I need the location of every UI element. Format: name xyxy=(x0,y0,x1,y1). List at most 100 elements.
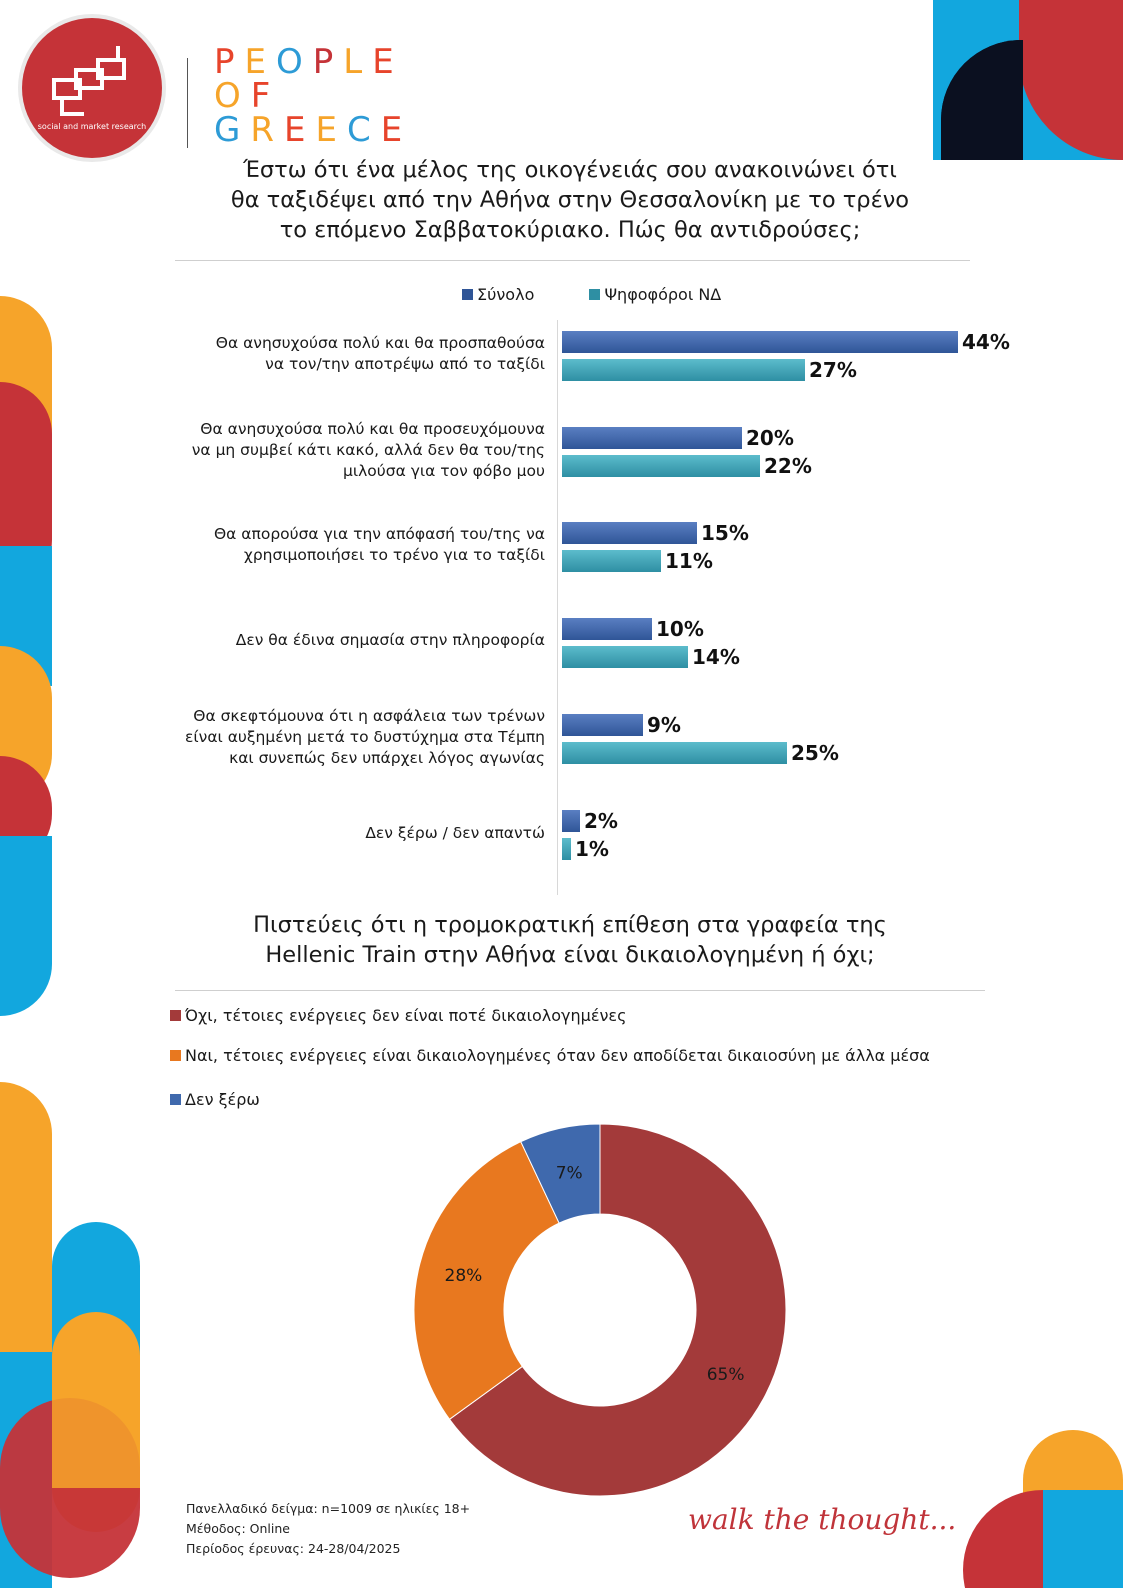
bar-value-label: 2% xyxy=(584,809,618,833)
legend-label-nd: Ψηφοφόροι ΝΔ xyxy=(604,285,722,304)
bar-total xyxy=(562,522,697,544)
brand-wordmark-letter: E xyxy=(283,110,316,150)
bar-category-label-line: μιλούσα για τον φόβο μου xyxy=(343,461,545,480)
left-decoration-upper xyxy=(0,296,52,1016)
brand-wordmark-letter: O xyxy=(214,76,251,116)
bar-nd xyxy=(562,646,688,668)
brand-tagline: walk the thought... xyxy=(688,1503,957,1536)
bar-value-label: 9% xyxy=(647,713,681,737)
bar-category-label: Δεν ξέρω / δεν απαντώ xyxy=(105,823,545,844)
bar-nd xyxy=(562,359,805,381)
donut-slice xyxy=(520,1123,601,1224)
legend-label-total: Σύνολο xyxy=(477,285,535,304)
brand-wordmark-letter: E xyxy=(380,110,413,150)
pie-legend-swatch xyxy=(170,1050,181,1061)
bottom-right-decoration xyxy=(943,1430,1123,1588)
bar-value-label: 27% xyxy=(809,358,857,382)
donut-slice xyxy=(448,1123,787,1497)
footer-sample-note: Πανελλαδικό δείγμα: n=1009 σε ηλικίες 18… xyxy=(186,1501,471,1516)
bar-total xyxy=(562,810,580,832)
donut-value-label: 7% xyxy=(556,1163,583,1183)
bar-value-label: 11% xyxy=(665,549,713,573)
footer-method-note: Μέθοδος: Online xyxy=(186,1521,290,1536)
brand-wordmark-line: OF xyxy=(214,78,280,114)
brand-wordmark-line: PEOPLE xyxy=(214,44,404,80)
bar-category-label-line: και συνεπώς δεν υπάρχει λόγος αγωνίας xyxy=(229,748,545,767)
bar-category-label-line: Δεν θα έδινα σημασία στην πληροφορία xyxy=(235,630,545,649)
donut-value-label: 65% xyxy=(707,1365,745,1385)
pie-legend-swatch xyxy=(170,1010,181,1021)
pie-legend-swatch xyxy=(170,1094,181,1105)
pie-legend-label: Όχι, τέτοιες ενέργειες δεν είναι ποτέ δι… xyxy=(185,1006,627,1025)
top-right-decoration xyxy=(933,0,1123,160)
bar-category-label: Θα σκεφτόμουνα ότι η ασφάλεια των τρένων… xyxy=(105,706,545,769)
bar-nd xyxy=(562,742,787,764)
brand-logo: social and market research xyxy=(22,18,162,158)
bar-value-label: 15% xyxy=(701,521,749,545)
q1-title-line: θα ταξιδέψει από την Αθήνα στην Θεσσαλον… xyxy=(230,187,910,213)
bar-category-label-line: Δεν ξέρω / δεν απαντώ xyxy=(365,823,545,842)
bar-nd xyxy=(562,550,661,572)
bar-category-label-line: Θα ανησυχούσα πολύ και θα προσπαθούσα xyxy=(215,334,545,352)
donut-value-label: 28% xyxy=(445,1266,483,1286)
bar-total xyxy=(562,331,958,353)
bar-value-label: 14% xyxy=(692,645,740,669)
brand-wordmark-letter: E xyxy=(372,42,404,82)
footer-period-note: Περίοδος έρευνας: 24-28/04/2025 xyxy=(186,1541,401,1556)
brand-wordmark-letter: R xyxy=(250,110,284,150)
brand-wordmark-line: GREECE xyxy=(214,112,412,148)
bar-category-label-line: να μη συμβεί κάτι κακό, αλλά δεν θα του/… xyxy=(191,440,545,459)
bar-category-label-line: Θα ανησυχούσα πολύ και θα προσευχόμουνα xyxy=(200,419,545,438)
donut-slice xyxy=(413,1141,560,1421)
q1-title-line: το επόμενο Σαββατοκύριακο. Πώς θα αντιδρ… xyxy=(279,217,861,243)
brand-wordmark-letter: F xyxy=(250,76,281,116)
bar-category-label: Δεν θα έδινα σημασία στην πληροφορία xyxy=(105,630,545,651)
q2-title: Πιστεύεις ότι η τρομοκρατική επίθεση στα… xyxy=(160,910,980,970)
bar-category-label-line: Θα σκεφτόμουνα ότι η ασφάλεια των τρένων xyxy=(193,706,545,725)
bar-category-label-line: είναι αυξημένη μετά το δυστύχημα στα Τέμ… xyxy=(185,727,545,746)
bar-value-label: 1% xyxy=(575,837,609,861)
legend-swatch-total xyxy=(462,289,473,300)
brand-wordmark-letter: G xyxy=(214,110,251,150)
bar-nd xyxy=(562,838,571,860)
bar-category-label-line: να τον/την αποτρέψω από το ταξίδι xyxy=(265,355,545,373)
brand-wordmark-letter: C xyxy=(346,110,381,150)
bar-value-label: 44% xyxy=(962,330,1010,354)
bar-nd xyxy=(562,455,760,477)
pie-legend-item-no: Όχι, τέτοιες ενέργειες δεν είναι ποτέ δι… xyxy=(170,1006,626,1026)
brand-separator xyxy=(187,58,188,148)
bar-category-label: Θα απορούσα για την απόφασή του/της να χρ… xyxy=(105,524,545,566)
brand-wordmark-letter: L xyxy=(343,42,373,82)
pie-legend-item-dontknow: Δεν ξέρω xyxy=(170,1090,260,1110)
bar-value-label: 10% xyxy=(656,617,704,641)
q1-divider xyxy=(175,260,970,261)
brand-wordmark-letter: P xyxy=(312,42,344,82)
brand-wordmark-letter: E xyxy=(315,110,347,150)
bar-total xyxy=(562,427,742,449)
q2-divider xyxy=(175,990,985,991)
brand-wordmark-letter: P xyxy=(214,42,245,82)
bar-value-label: 20% xyxy=(746,426,794,450)
pie-legend-item-yes: Ναι, τέτοιες ενέργειες είναι δικαιολογημ… xyxy=(170,1046,930,1066)
q1-legend: Σύνολο Ψηφοφόροι ΝΔ xyxy=(462,285,721,304)
bar-category-label-line: Θα απορούσα για την απόφασή του/της να xyxy=(213,525,545,543)
q1-title-line: Έστω ότι ένα μέλος της οικογένειάς σου α… xyxy=(243,157,897,183)
bar-value-label: 25% xyxy=(791,741,839,765)
brand-logo-mark-icon xyxy=(52,46,126,116)
brand-wordmark-letter: O xyxy=(276,42,313,82)
q2-title-line: Πιστεύεις ότι η τρομοκρατική επίθεση στα… xyxy=(253,912,887,938)
legend-item-total: Σύνολο xyxy=(462,285,534,304)
bar-category-label: Θα ανησυχούσα πολύ και θα προσευχόμουνα ν… xyxy=(105,419,545,482)
bar-total xyxy=(562,714,643,736)
bar-category-label-line: χρησιμοποιήσει το τρένο για το ταξίδι xyxy=(243,546,545,564)
pie-legend-label: Ναι, τέτοιες ενέργειες είναι δικαιολογημ… xyxy=(185,1046,930,1065)
left-decoration-lower xyxy=(0,1082,140,1588)
donut-chart: 65% 28% 7% xyxy=(413,1123,787,1497)
bar-value-label: 22% xyxy=(764,454,812,478)
brand-wordmark-letter: E xyxy=(244,42,276,82)
legend-swatch-nd xyxy=(589,289,601,300)
q2-title-line: Hellenic Train στην Αθήνα είναι δικαιολο… xyxy=(265,942,875,968)
bar-category-label: Θα ανησυχούσα πολύ και θα προσπαθούσα να … xyxy=(105,333,545,375)
pie-legend-label: Δεν ξέρω xyxy=(185,1090,260,1109)
legend-item-nd: Ψηφοφόροι ΝΔ xyxy=(589,285,721,304)
